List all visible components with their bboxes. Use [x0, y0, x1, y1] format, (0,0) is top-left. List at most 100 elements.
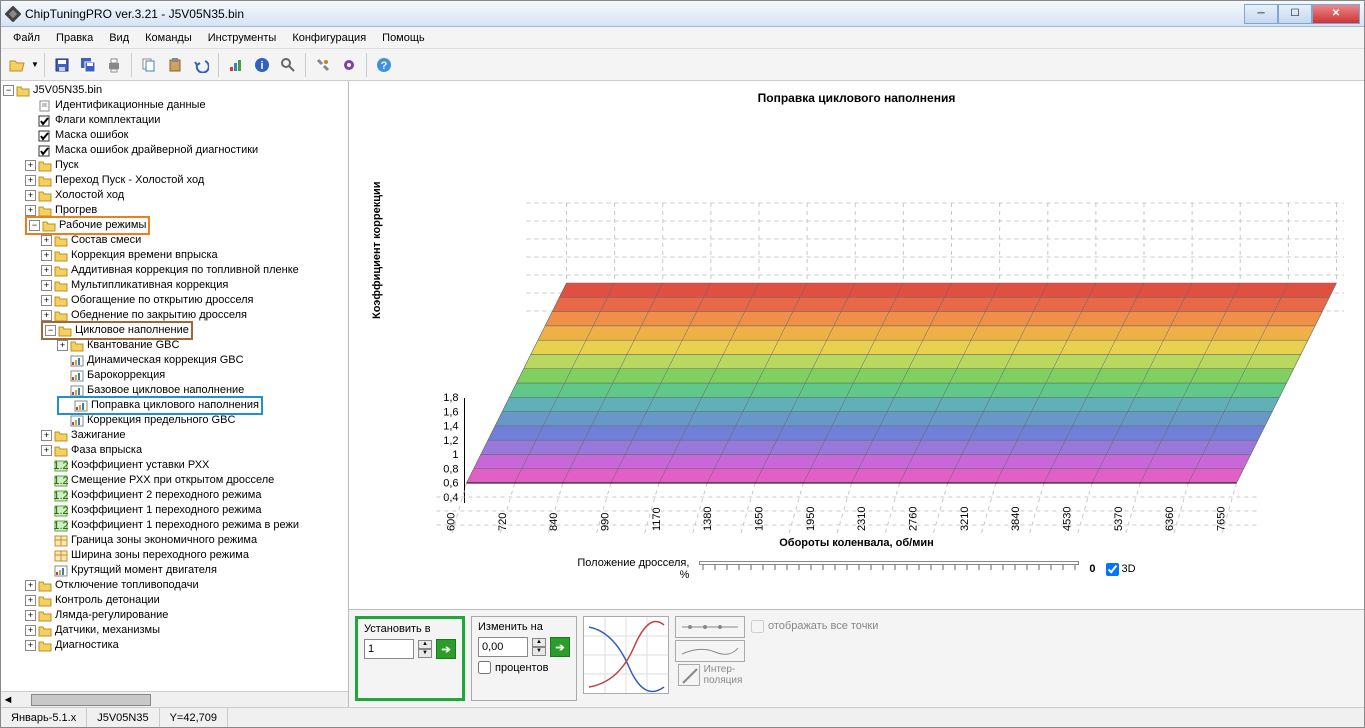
3d-checkbox[interactable]: 3D	[1106, 563, 1136, 576]
tree-item[interactable]: 1.2Коэффициент 1 переходного режима в ре…	[3, 518, 346, 533]
menu-commands[interactable]: Команды	[137, 30, 200, 46]
tree-item[interactable]: +Лямда-регулирование	[3, 608, 346, 623]
chart-3d[interactable]: 0,40,60,811,21,41,61,8600720840990117013…	[369, 113, 1344, 533]
copy-button[interactable]	[137, 53, 161, 77]
save-button[interactable]	[50, 53, 74, 77]
paste-button[interactable]	[163, 53, 187, 77]
tree-item[interactable]: +Фаза впрыска	[3, 443, 346, 458]
tree-item[interactable]: +Переход Пуск - Холостой ход	[3, 173, 346, 188]
change-value-group: Изменить на ▲▼ ➔ процентов	[471, 616, 577, 701]
tree-item[interactable]: +Пуск	[3, 158, 346, 173]
status-ecu: Январь-5.1.x	[1, 708, 87, 727]
set-input[interactable]	[364, 639, 414, 659]
main-panel: Поправка циклового наполнения 0,40,60,81…	[349, 81, 1364, 707]
menu-view[interactable]: Вид	[101, 30, 137, 46]
tools-button[interactable]	[311, 53, 335, 77]
show-all-points-checkbox[interactable]: отображать все точки	[751, 616, 878, 701]
menu-help[interactable]: Помощь	[374, 30, 433, 46]
tree-item[interactable]: +Отключение топливоподачи	[3, 578, 346, 593]
svg-text:1.2: 1.2	[54, 475, 68, 487]
mini-btn-2[interactable]	[675, 640, 745, 662]
menubar: Файл Правка Вид Команды Инструменты Конф…	[1, 27, 1364, 49]
tree-scrollbar[interactable]: ◄	[1, 691, 348, 707]
tree-item[interactable]: Крутящий момент двигателя	[3, 563, 346, 578]
tree-item[interactable]: 1.2Коэффициент 1 переходного режима	[3, 503, 346, 518]
tree-item[interactable]: 1.2Коэффициент уставки РХХ	[3, 458, 346, 473]
toolbar: ▼ i ?	[1, 49, 1364, 81]
throttle-slider[interactable]	[699, 561, 1079, 565]
y-axis-label: Коэффициент коррекции	[371, 181, 383, 319]
tree-item[interactable]: −Рабочие режимы	[3, 218, 346, 233]
tree-item[interactable]: +Зажигание	[3, 428, 346, 443]
tree-item[interactable]: −Цикловое наполнение	[3, 323, 346, 338]
interp-button[interactable]: Интер- поляция	[675, 664, 745, 686]
menu-file[interactable]: Файл	[5, 30, 48, 46]
tree-item[interactable]: Идентификационные данные	[3, 98, 346, 113]
svg-text:600: 600	[446, 513, 458, 531]
tree-item[interactable]: Флаги комплектации	[3, 113, 346, 128]
svg-text:1,6: 1,6	[443, 406, 458, 418]
saveall-button[interactable]	[76, 53, 100, 77]
svg-text:1380: 1380	[702, 507, 714, 531]
change-input[interactable]	[478, 637, 528, 657]
zoom-button[interactable]	[276, 53, 300, 77]
nav-tree[interactable]: −J5V05N35.binИдентификационные данныеФла…	[1, 81, 348, 691]
tree-root[interactable]: −J5V05N35.bin	[3, 83, 346, 98]
tree-item[interactable]: +Обогащение по открытию дросселя	[3, 293, 346, 308]
print-button[interactable]	[102, 53, 126, 77]
tree-item[interactable]: +Датчики, механизмы	[3, 623, 346, 638]
svg-text:3840: 3840	[1010, 507, 1022, 531]
throttle-slider-row: Положение дросселя,% 0 3D	[369, 549, 1344, 589]
menu-config[interactable]: Конфигурация	[284, 30, 374, 46]
curve-preview[interactable]	[583, 616, 669, 694]
tree-item[interactable]: Ширина зоны переходного режима	[3, 548, 346, 563]
settings-button[interactable]	[337, 53, 361, 77]
minimize-button[interactable]: ─	[1244, 4, 1278, 24]
percent-checkbox[interactable]: процентов	[478, 661, 570, 674]
svg-text:840: 840	[548, 513, 560, 531]
tree-panel: −J5V05N35.binИдентификационные данныеФла…	[1, 81, 349, 707]
help-button[interactable]: ?	[372, 53, 396, 77]
tree-item[interactable]: Маска ошибок драйверной диагностики	[3, 143, 346, 158]
set-value-group: Установить в ▲▼ ➔	[355, 616, 465, 701]
tree-item[interactable]: +Контроль детонации	[3, 593, 346, 608]
svg-text:i: i	[260, 60, 263, 72]
x-axis-label: Обороты коленвала, об/мин	[369, 537, 1344, 549]
mini-btn-1[interactable]	[675, 616, 745, 638]
change-label: Изменить на	[478, 621, 570, 633]
app-icon	[5, 6, 21, 22]
tree-item[interactable]: +Состав смеси	[3, 233, 346, 248]
chart-button[interactable]	[224, 53, 248, 77]
menu-tools[interactable]: Инструменты	[200, 30, 285, 46]
tree-item[interactable]: Маска ошибок	[3, 128, 346, 143]
close-button[interactable]: ✕	[1312, 4, 1360, 24]
tree-item[interactable]: 1.2Коэффициент 2 переходного режима	[3, 488, 346, 503]
tree-item[interactable]: +Диагностика	[3, 638, 346, 653]
svg-text:?: ?	[381, 60, 388, 72]
tree-item[interactable]: +Мультипликативная коррекция	[3, 278, 346, 293]
info-button[interactable]: i	[250, 53, 274, 77]
svg-text:0,4: 0,4	[443, 492, 458, 504]
open-button[interactable]	[5, 53, 29, 77]
tree-item[interactable]: +Коррекция времени впрыска	[3, 248, 346, 263]
tree-item[interactable]: +Холостой ход	[3, 188, 346, 203]
tree-item[interactable]: Поправка циклового наполнения	[3, 398, 346, 413]
tree-item[interactable]: Динамическая коррекция GBC	[3, 353, 346, 368]
menu-edit[interactable]: Правка	[48, 30, 101, 46]
svg-text:1.2: 1.2	[54, 520, 68, 532]
svg-text:1: 1	[452, 449, 458, 461]
tree-item[interactable]: Коррекция предельного GBC	[3, 413, 346, 428]
tree-item[interactable]: +Аддитивная коррекция по топливной пленк…	[3, 263, 346, 278]
slider-value: 0	[1089, 563, 1095, 575]
tree-item[interactable]: Граница зоны экономичного режима	[3, 533, 346, 548]
maximize-button[interactable]: ☐	[1278, 4, 1312, 24]
tree-item[interactable]: 1.2Смещение РХХ при открытом дросселе	[3, 473, 346, 488]
svg-text:1,4: 1,4	[443, 421, 458, 433]
tree-item[interactable]: Барокоррекция	[3, 368, 346, 383]
undo-button[interactable]	[189, 53, 213, 77]
svg-text:1650: 1650	[754, 507, 766, 531]
tree-item[interactable]: +Квантование GBC	[3, 338, 346, 353]
change-go-button[interactable]: ➔	[550, 637, 570, 657]
set-go-button[interactable]: ➔	[436, 639, 456, 659]
status-file: J5V05N35	[87, 708, 159, 727]
